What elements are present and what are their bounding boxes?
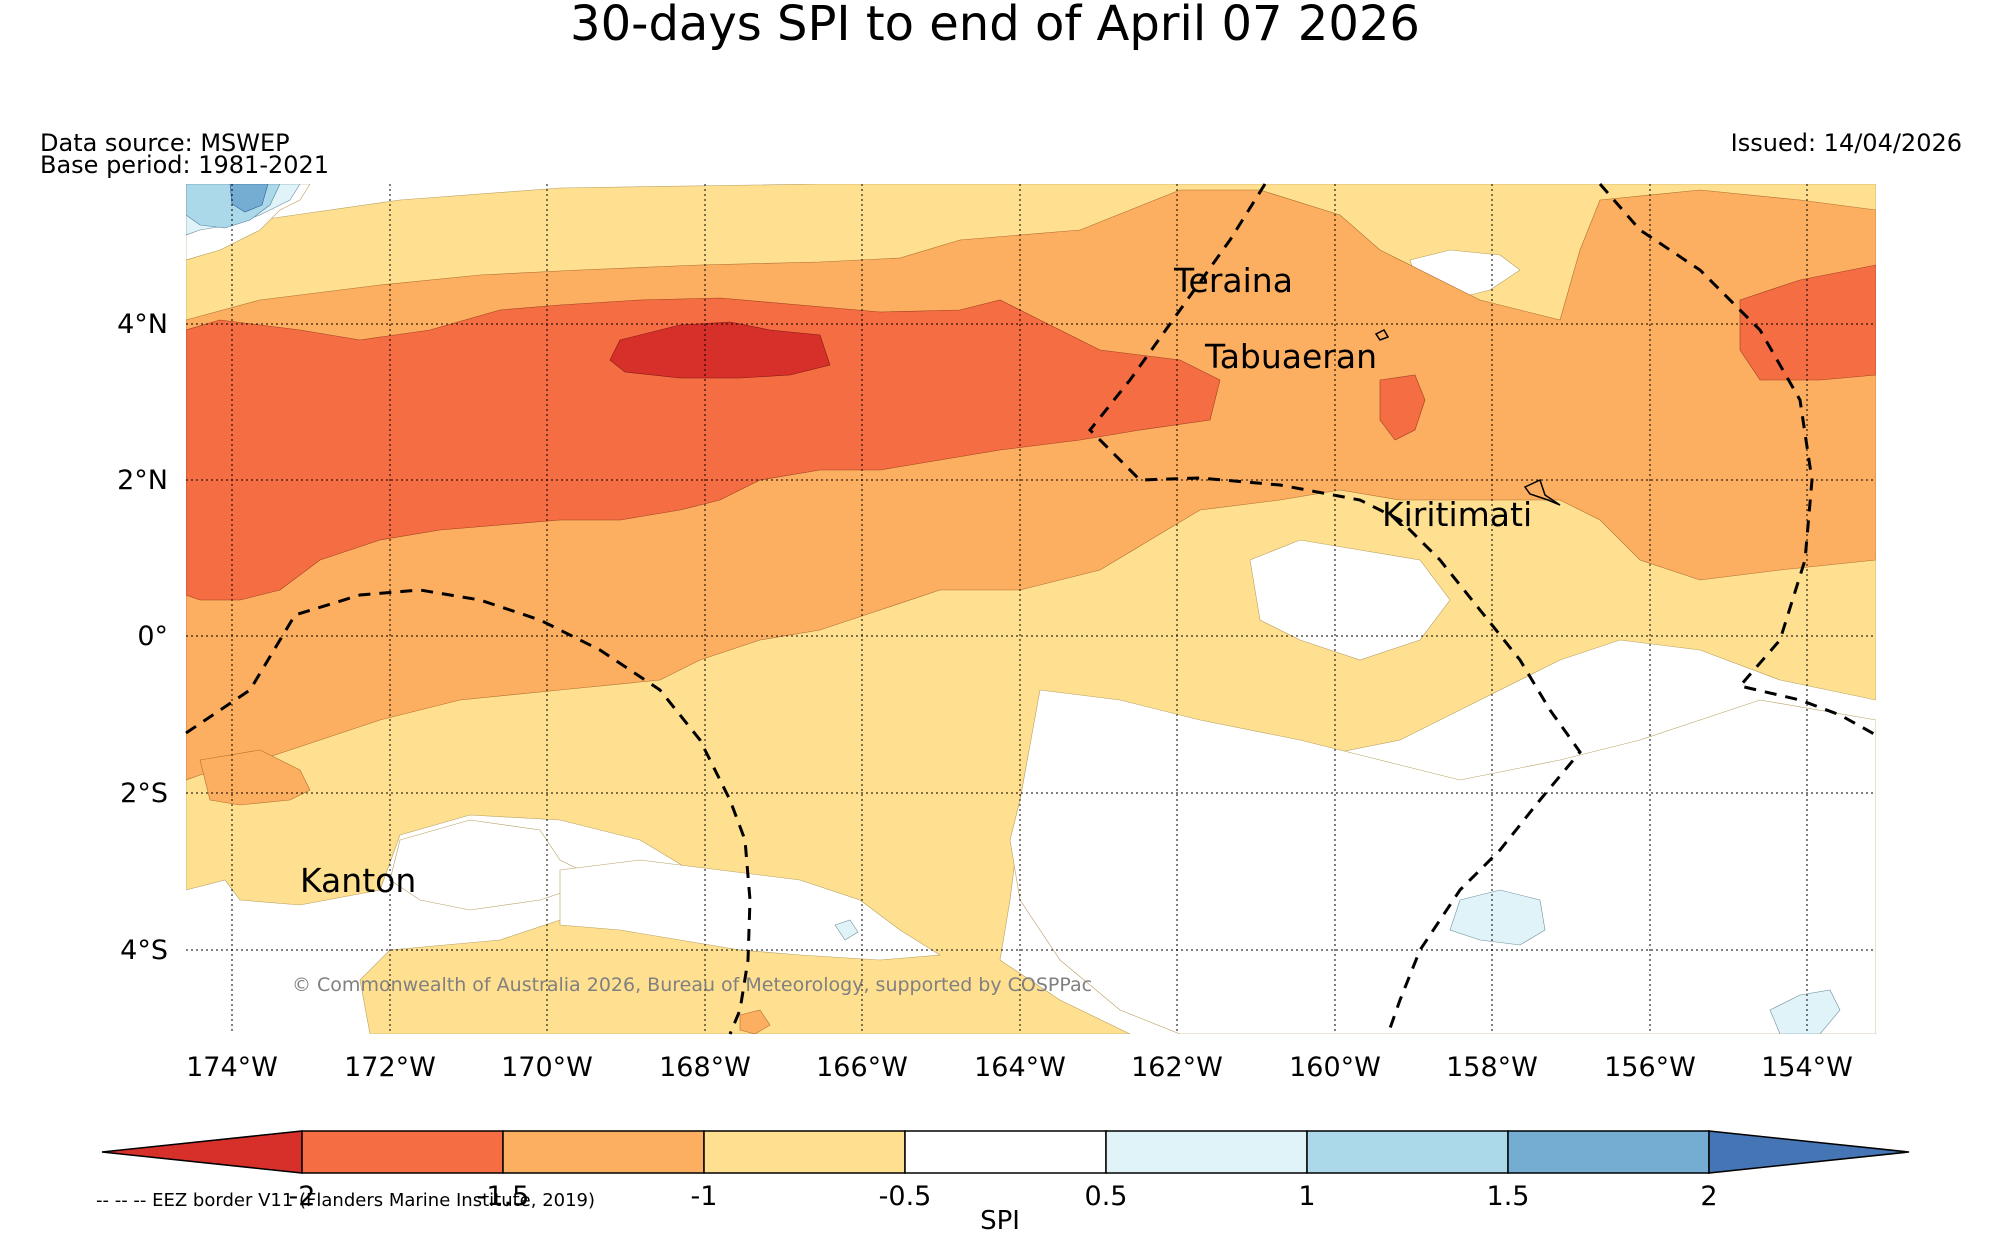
- lat-label: 2°N: [117, 465, 168, 496]
- copyright-text: © Commonwealth of Australia 2026, Bureau…: [292, 974, 1092, 996]
- place-label-tabuaeran: Tabuaeran: [1204, 337, 1377, 376]
- spi-field: [186, 184, 1876, 1034]
- colorbar-segment: [502, 1130, 705, 1174]
- island-outline-tabuaeran: [1374, 329, 1390, 341]
- place-label-teraina: Teraina: [1173, 261, 1293, 300]
- spi-class-moderately-wet: [1449, 889, 1546, 946]
- spi-class-severely-dry: [1739, 264, 1876, 381]
- lon-label: 174°W: [186, 1052, 278, 1083]
- base-period: Base period: 1981-2021: [40, 151, 330, 179]
- spi-class-severely-dry: [186, 297, 1221, 601]
- issued-date: Issued: 14/04/2026: [1730, 129, 1962, 157]
- place-label-kanton: Kanton: [300, 861, 416, 900]
- graticule: [186, 184, 1876, 1034]
- island-outline-kiritimati: [1523, 478, 1561, 506]
- colorbar-tick-label: 1: [1298, 1181, 1315, 1212]
- colorbar-tick-label: 1.5: [1487, 1181, 1530, 1212]
- lon-label: 160°W: [1289, 1052, 1381, 1083]
- colorbar-ticks: -2 -1.5 -1 -0.5 0.5 1 1.5 2: [289, 1181, 1718, 1212]
- lon-label: 172°W: [344, 1052, 436, 1083]
- lat-label: 4°S: [120, 935, 168, 966]
- eez-border-line-islands-east: [1598, 183, 1877, 737]
- lon-label: 164°W: [974, 1052, 1066, 1083]
- colorbar-segment: [703, 1130, 906, 1174]
- map-title: 30-days SPI to end of April 07 2026: [570, 0, 1420, 52]
- lat-label: 4°N: [117, 309, 168, 340]
- colorbar: [101, 1130, 1910, 1174]
- colorbar-tick-label: -1: [691, 1181, 718, 1212]
- colorbar-segment: [1708, 1130, 1910, 1174]
- colorbar-segment: [1105, 1130, 1308, 1174]
- lon-label: 154°W: [1761, 1052, 1853, 1083]
- eez-border-kanton: [185, 588, 752, 1035]
- eez-legend-note: -- -- -- EEZ border V11 (Flanders Marine…: [96, 1190, 596, 1211]
- spi-class-normal-patch: [1249, 539, 1451, 661]
- colorbar-segment: [101, 1130, 303, 1174]
- data-source: Data source: MSWEP: [40, 129, 290, 157]
- lon-label: 162°W: [1131, 1052, 1223, 1083]
- colorbar-tick-label: -2: [289, 1181, 316, 1212]
- longitude-labels: 174°W 172°W 170°W 168°W 166°W 164°W 162°…: [186, 1052, 1853, 1083]
- lon-label: 166°W: [816, 1052, 908, 1083]
- place-label-kiritimati: Kiritimati: [1382, 495, 1532, 534]
- lon-label: 170°W: [501, 1052, 593, 1083]
- latitude-labels: 4°N 2°N 0° 2°S 4°S: [117, 309, 168, 966]
- spi-class-moderately-wet: [834, 919, 859, 941]
- eez-borders: [185, 183, 1877, 1035]
- lat-label: 2°S: [120, 778, 168, 809]
- colorbar-title: SPI: [980, 1206, 1020, 1236]
- colorbar-tick-label: -0.5: [879, 1181, 932, 1212]
- colorbar-tick-label: 2: [1700, 1181, 1717, 1212]
- colorbar-tick-label: -1.5: [477, 1181, 530, 1212]
- spi-class-extremely-dry: [609, 321, 831, 379]
- colorbar-segment: [1507, 1130, 1710, 1174]
- spi-class-moderately-dry: [739, 1009, 771, 1034]
- lon-label: 168°W: [659, 1052, 751, 1083]
- spi-class-moderately-dry: [199, 749, 311, 806]
- spi-class-severely-dry: [1379, 374, 1426, 441]
- colorbar-tick-label: 0.5: [1085, 1181, 1128, 1212]
- lat-label: 0°: [137, 621, 168, 652]
- colorbar-segment: [904, 1130, 1107, 1174]
- eez-border-line-islands-west: [1087, 183, 1582, 1035]
- lon-label: 158°W: [1446, 1052, 1538, 1083]
- lon-label: 156°W: [1604, 1052, 1696, 1083]
- colorbar-segment: [1306, 1130, 1509, 1174]
- data-source-info: Data source: MSWEP Base period: 1981-202…: [40, 129, 330, 179]
- spi-class-moderately-wet: [1769, 989, 1841, 1034]
- colorbar-segment: [301, 1130, 504, 1174]
